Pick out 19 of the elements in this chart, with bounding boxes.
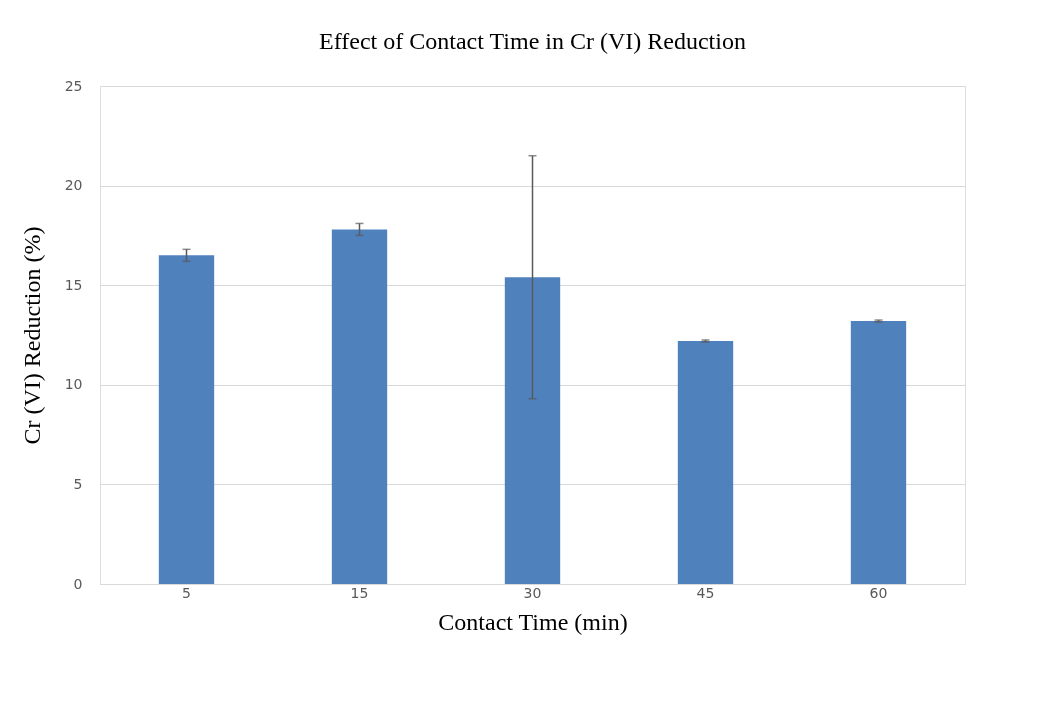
x-tick-label: 5 — [182, 584, 191, 601]
y-tick-label: 25 — [64, 77, 83, 94]
y-tick-label: 5 — [73, 475, 83, 492]
y-tick-label: 15 — [64, 276, 83, 293]
x-tick-label: 60 — [869, 584, 888, 601]
chart-title: Effect of Contact Time in Cr (VI) Reduction — [319, 28, 746, 54]
bar — [158, 255, 215, 584]
bar — [504, 277, 561, 584]
bar — [850, 321, 907, 584]
y-tick-label: 20 — [64, 177, 83, 194]
bar — [331, 229, 388, 584]
y-tick-label: 0 — [73, 575, 83, 592]
x-tick-label: 30 — [523, 584, 542, 601]
x-tick-label: 15 — [350, 584, 369, 601]
x-axis-title: Contact Time (min) — [438, 608, 628, 635]
y-axis-title: Cr (VI) Reduction (%) — [18, 226, 45, 445]
bar — [677, 340, 734, 584]
y-tick-label: 10 — [64, 376, 83, 393]
x-tick-label: 45 — [696, 584, 715, 601]
